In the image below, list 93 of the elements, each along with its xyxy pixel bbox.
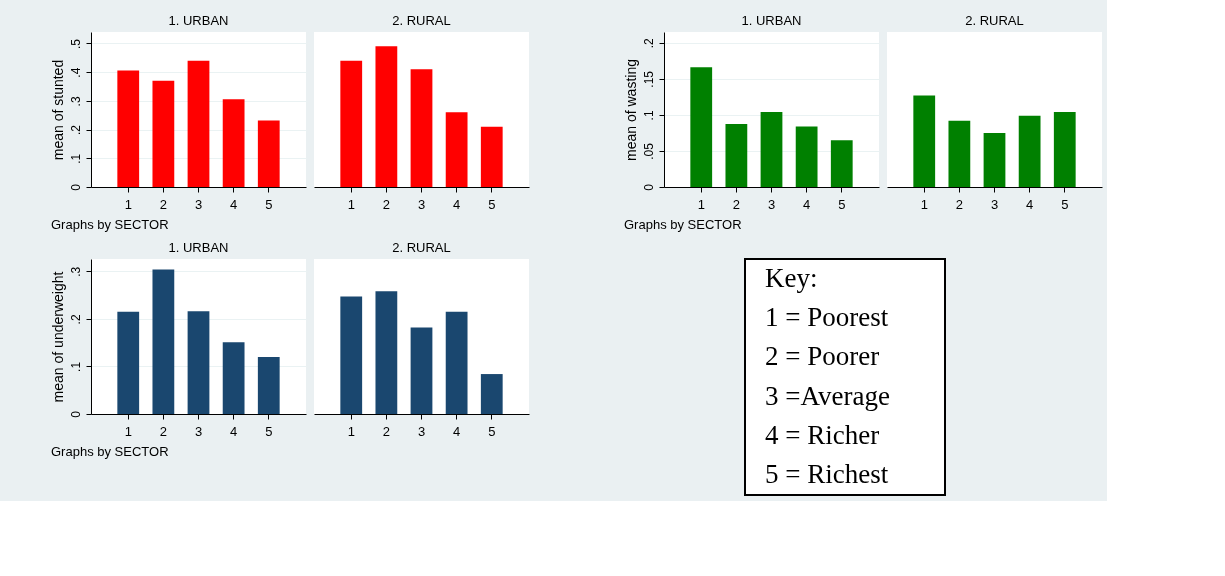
bar <box>1018 115 1041 187</box>
bar <box>948 120 971 187</box>
text: 2 = Poorer <box>765 341 880 372</box>
x-tick-label: 5 <box>838 196 846 212</box>
x-tick-label: 1 <box>347 196 355 212</box>
x-tick-label: 2 <box>732 196 740 212</box>
bar <box>117 70 140 187</box>
x-tick-label: 4 <box>803 196 811 212</box>
y-axis-title: mean of underweight <box>49 271 66 403</box>
x-tick-label: 1 <box>124 423 132 439</box>
bar <box>375 46 398 187</box>
bar <box>725 123 748 187</box>
x-tick-label: 5 <box>488 196 496 212</box>
x-tick-label: 5 <box>265 196 273 212</box>
y-tick-label: .1 <box>68 153 83 164</box>
x-tick-label: 5 <box>488 423 496 439</box>
x-tick-label: 1 <box>920 196 928 212</box>
y-tick-label: .4 <box>68 67 83 78</box>
y-tick-label: .05 <box>641 142 656 160</box>
text: Graphs by SECTOR <box>51 444 169 459</box>
bar <box>187 311 210 414</box>
x-tick-label: 4 <box>230 423 238 439</box>
y-tick-label: .3 <box>68 266 83 277</box>
bar <box>257 356 280 414</box>
chart-title: 2. RURAL <box>965 13 1024 28</box>
bar <box>117 311 140 414</box>
x-tick-label: 3 <box>417 196 426 212</box>
bar <box>410 69 433 187</box>
bar <box>690 67 713 187</box>
y-tick-label: .1 <box>641 110 656 121</box>
bar <box>152 269 175 414</box>
x-tick-label: 2 <box>159 196 167 212</box>
text: 4 = Richer <box>765 420 880 450</box>
x-tick-label: 4 <box>1026 196 1034 212</box>
text: 3 =Average <box>765 380 890 411</box>
x-tick-label: 5 <box>265 423 273 439</box>
x-tick-label: 2 <box>382 196 390 212</box>
y-tick-label: 0 <box>68 183 83 191</box>
bar <box>222 342 245 414</box>
x-tick-label: 2 <box>159 423 167 439</box>
chart-title: 1. URBAN <box>741 13 802 28</box>
x-tick-label: 2 <box>382 423 390 439</box>
y-tick-label: .5 <box>68 38 83 49</box>
bar <box>913 95 936 187</box>
x-tick-label: 3 <box>417 423 426 439</box>
chart-title: 1. URBAN <box>168 240 229 255</box>
x-tick-label: 3 <box>194 196 203 212</box>
y-tick-label: 0 <box>641 183 656 191</box>
chart-title: 1. URBAN <box>168 13 229 28</box>
bar <box>340 296 363 414</box>
x-tick-label: 3 <box>194 423 203 439</box>
y-axis-title: mean of wasting <box>622 59 639 161</box>
bar <box>445 311 468 414</box>
x-tick-label: 3 <box>767 196 776 212</box>
x-tick-label: 5 <box>1061 196 1069 212</box>
x-tick-label: 1 <box>124 196 132 212</box>
bar <box>480 374 503 414</box>
bar <box>1053 112 1076 187</box>
y-axis-title: mean of stunted <box>49 59 66 161</box>
y-tick-label: .2 <box>641 37 656 49</box>
y-tick-label: .15 <box>641 70 656 88</box>
chart-title: 2. RURAL <box>392 240 451 255</box>
x-tick-label: 1 <box>697 196 705 212</box>
bar <box>830 140 853 187</box>
x-tick-label: 4 <box>230 196 238 212</box>
bar <box>340 60 363 187</box>
text: Key: <box>765 262 818 293</box>
x-tick-label: 4 <box>453 423 461 439</box>
y-tick-label: 0 <box>68 410 83 418</box>
text: 5 = Richest <box>765 459 889 490</box>
bar <box>257 120 280 187</box>
bar <box>187 60 210 187</box>
y-tick-label: .3 <box>68 96 83 107</box>
bar <box>983 132 1006 187</box>
bar <box>152 80 175 187</box>
bar <box>375 291 398 414</box>
text: 1 = Poorest <box>765 302 889 332</box>
bar <box>445 112 468 187</box>
y-tick-label: .2 <box>68 124 83 136</box>
bar <box>222 99 245 187</box>
x-tick-label: 3 <box>990 196 999 212</box>
bar <box>760 112 783 187</box>
bar <box>410 327 433 414</box>
x-tick-label: 2 <box>955 196 963 212</box>
x-tick-label: 4 <box>453 196 461 212</box>
bar <box>480 126 503 187</box>
text: Graphs by SECTOR <box>51 217 169 232</box>
y-tick-label: .2 <box>68 314 83 325</box>
chart-title: 2. RURAL <box>392 13 451 28</box>
text: Graphs by SECTOR <box>624 217 742 232</box>
x-tick-label: 1 <box>347 423 355 439</box>
y-tick-label: .1 <box>68 361 83 372</box>
bar <box>795 126 818 187</box>
